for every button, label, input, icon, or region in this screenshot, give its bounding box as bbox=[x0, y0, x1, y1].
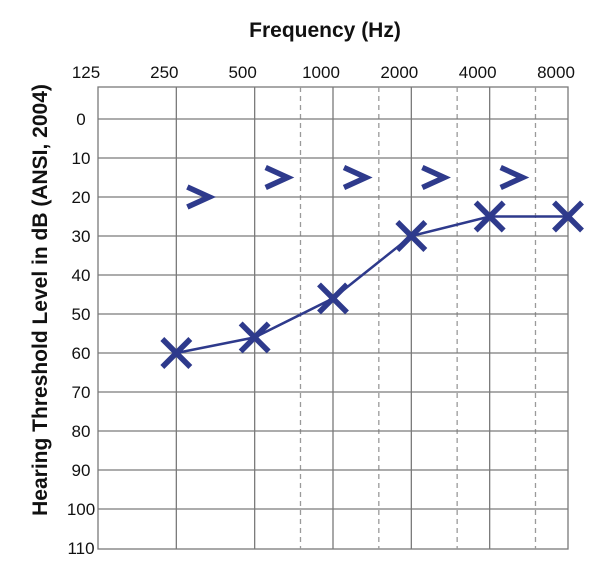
x-tick-label: 1000 bbox=[302, 63, 340, 82]
x-tick-label: 250 bbox=[150, 63, 178, 82]
y-tick-label: 50 bbox=[72, 305, 91, 324]
x-marker-stroke bbox=[552, 200, 584, 233]
data-point-bone-marker bbox=[342, 164, 373, 191]
y-tick-label: 100 bbox=[67, 500, 95, 519]
y-tick-label: 70 bbox=[72, 383, 91, 402]
x-marker-stroke bbox=[238, 321, 271, 354]
x-tick-labels: 125 250 500 1000 2000 4000 8000 bbox=[72, 63, 575, 82]
data-point-x-marker bbox=[552, 200, 584, 233]
data-point-x-marker bbox=[473, 200, 506, 233]
x-tick-label: 2000 bbox=[380, 63, 418, 82]
data-point-x-marker bbox=[317, 282, 349, 315]
chart-title: Frequency (Hz) bbox=[249, 19, 401, 42]
data-point-bone-marker bbox=[421, 164, 451, 191]
data-point-bone-marker bbox=[186, 184, 216, 210]
x-marker-stroke bbox=[160, 337, 193, 369]
y-tick-label: 60 bbox=[72, 344, 91, 363]
y-tick-label: 80 bbox=[72, 422, 91, 441]
x-tick-label: 500 bbox=[228, 63, 256, 82]
data-point-x-marker bbox=[238, 321, 271, 354]
y-tick-labels: 0 10 20 30 40 50 60 70 80 90 100 110 bbox=[67, 110, 95, 558]
x-tick-label: 8000 bbox=[537, 63, 575, 82]
x-marker-stroke bbox=[473, 200, 506, 233]
x-marker-stroke bbox=[395, 220, 428, 252]
x-marker-stroke bbox=[317, 282, 349, 315]
data-point-bone-marker bbox=[499, 164, 530, 191]
series-line bbox=[176, 215, 568, 355]
y-tick-label: 30 bbox=[72, 227, 91, 246]
y-tick-label: 90 bbox=[72, 461, 91, 480]
y-tick-label: 10 bbox=[72, 149, 91, 168]
x-tick-label: 4000 bbox=[459, 63, 497, 82]
y-tick-label: 40 bbox=[72, 266, 91, 285]
y-tick-label: 0 bbox=[76, 110, 85, 129]
y-axis-label: Hearing Threshold Level in dB (ANSI, 200… bbox=[29, 84, 52, 516]
x-tick-label: 125 bbox=[72, 63, 100, 82]
data-point-bone-marker bbox=[264, 164, 295, 191]
data-point-x-marker bbox=[160, 337, 193, 369]
grid bbox=[97, 86, 569, 550]
data-point-x-marker bbox=[395, 220, 428, 252]
data-series bbox=[160, 164, 584, 369]
y-tick-label: 20 bbox=[72, 188, 91, 207]
y-tick-label: 110 bbox=[67, 539, 94, 558]
